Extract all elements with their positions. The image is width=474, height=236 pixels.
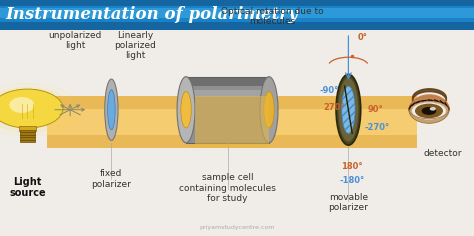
FancyBboxPatch shape: [0, 0, 474, 30]
Text: 180°: 180°: [341, 162, 363, 171]
Text: Linearly
polarized
light: Linearly polarized light: [114, 31, 156, 60]
Ellipse shape: [338, 78, 358, 142]
Ellipse shape: [336, 74, 361, 145]
Text: Optical rotation due to
molecules: Optical rotation due to molecules: [221, 7, 324, 26]
Text: priyamstudycentre.com: priyamstudycentre.com: [199, 225, 275, 230]
Circle shape: [416, 104, 442, 118]
Text: 90°: 90°: [367, 105, 383, 114]
Ellipse shape: [260, 77, 278, 143]
Text: fixed
polarizer: fixed polarizer: [91, 169, 131, 189]
Text: -180°: -180°: [339, 176, 365, 185]
FancyBboxPatch shape: [0, 8, 474, 18]
Ellipse shape: [0, 89, 63, 128]
FancyBboxPatch shape: [186, 77, 269, 143]
Circle shape: [0, 88, 72, 132]
FancyBboxPatch shape: [47, 96, 417, 109]
Text: -270°: -270°: [364, 123, 390, 132]
FancyBboxPatch shape: [186, 90, 269, 97]
Ellipse shape: [177, 77, 195, 143]
FancyBboxPatch shape: [47, 96, 417, 148]
Ellipse shape: [9, 97, 34, 113]
Text: Light
source: Light source: [9, 177, 46, 198]
Ellipse shape: [342, 86, 355, 133]
FancyBboxPatch shape: [186, 77, 269, 86]
Ellipse shape: [105, 79, 118, 140]
Ellipse shape: [108, 90, 115, 130]
FancyBboxPatch shape: [20, 130, 35, 142]
Ellipse shape: [412, 102, 446, 119]
Circle shape: [422, 108, 436, 114]
Text: 0°: 0°: [358, 33, 368, 42]
FancyBboxPatch shape: [47, 135, 417, 148]
Text: unpolarized
light: unpolarized light: [48, 31, 101, 50]
Text: -90°: -90°: [320, 86, 339, 95]
FancyBboxPatch shape: [360, 96, 417, 148]
FancyBboxPatch shape: [0, 6, 474, 22]
Text: detector: detector: [424, 149, 463, 158]
Text: movable
polarizer: movable polarizer: [328, 193, 368, 212]
FancyBboxPatch shape: [19, 126, 36, 131]
Circle shape: [0, 83, 81, 136]
FancyBboxPatch shape: [195, 96, 269, 148]
Text: 270°: 270°: [323, 103, 345, 112]
Ellipse shape: [264, 92, 274, 128]
Ellipse shape: [409, 96, 449, 123]
Circle shape: [430, 108, 435, 110]
Text: sample cell
containing molecules
for study: sample cell containing molecules for stu…: [179, 173, 276, 203]
Ellipse shape: [181, 92, 191, 128]
Text: Instrumentation of polarimetry: Instrumentation of polarimetry: [6, 6, 299, 23]
